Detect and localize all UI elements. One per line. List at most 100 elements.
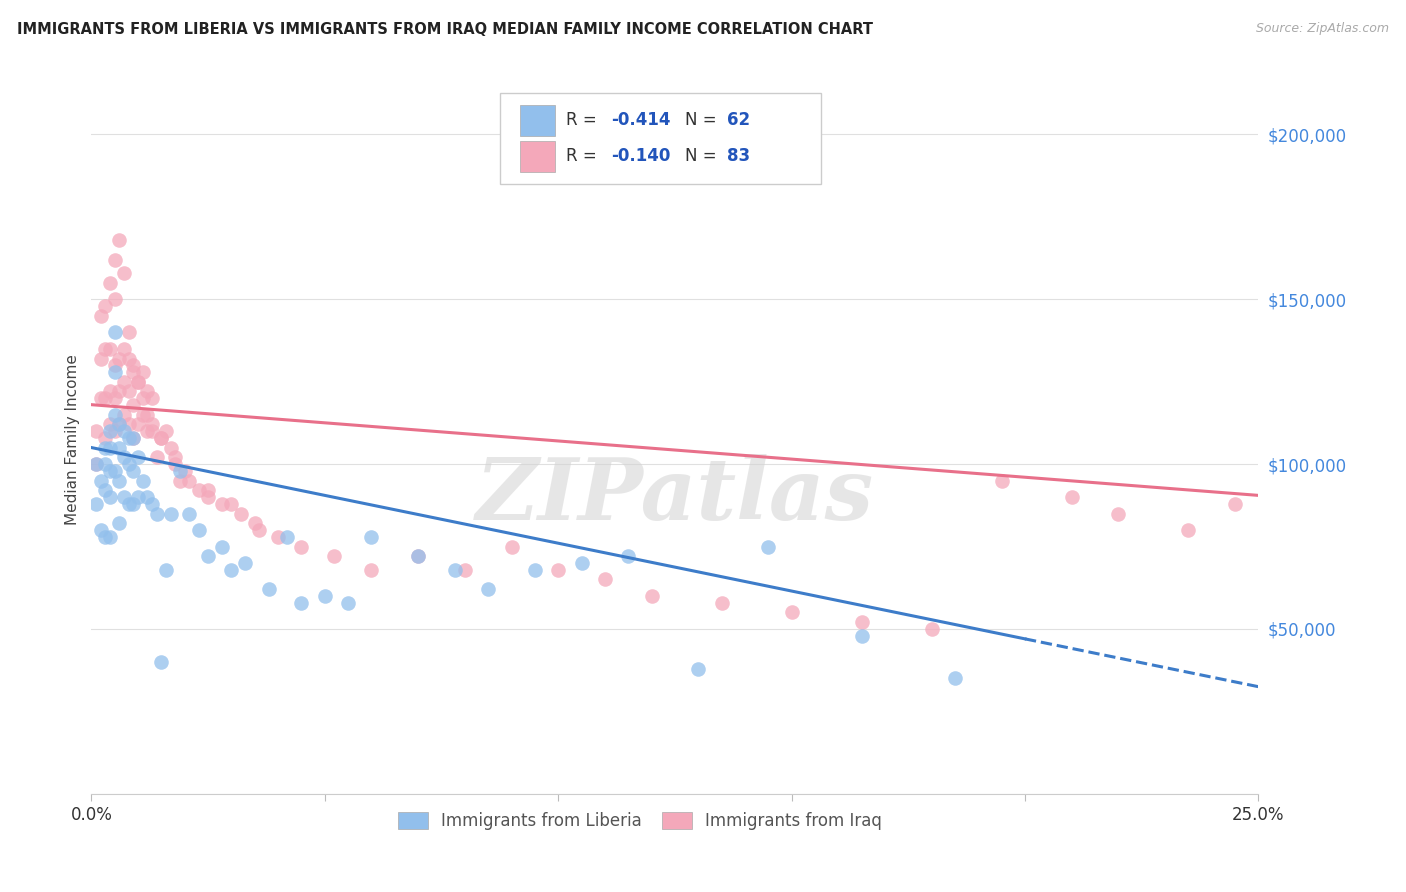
Point <box>406 549 429 564</box>
Y-axis label: Median Family Income: Median Family Income <box>65 354 80 524</box>
Point <box>122 365 145 379</box>
Point <box>94 391 117 405</box>
Point <box>221 563 243 577</box>
Point <box>155 424 177 438</box>
FancyBboxPatch shape <box>501 94 821 184</box>
Point <box>141 417 163 432</box>
Point <box>127 490 149 504</box>
Point <box>84 457 107 471</box>
Point <box>98 464 121 478</box>
Point <box>640 589 662 603</box>
Point <box>98 384 121 399</box>
Point <box>173 464 195 478</box>
Point <box>104 292 127 306</box>
Point <box>104 358 127 372</box>
Point <box>98 342 121 356</box>
Point <box>112 266 135 280</box>
Point <box>98 530 121 544</box>
Point <box>197 549 219 564</box>
Point <box>780 606 803 620</box>
Point <box>122 431 145 445</box>
Point <box>990 474 1012 488</box>
Point <box>211 497 233 511</box>
Point <box>118 417 141 432</box>
Point <box>267 530 290 544</box>
Point <box>197 483 219 498</box>
Point <box>249 523 271 537</box>
Point <box>118 325 141 339</box>
Point <box>141 424 163 438</box>
Point <box>150 431 173 445</box>
Point <box>108 384 131 399</box>
Point <box>104 424 127 438</box>
Point <box>159 507 181 521</box>
Point <box>112 342 135 356</box>
Point <box>112 490 135 504</box>
Point <box>136 490 159 504</box>
Point <box>444 563 467 577</box>
Text: N =: N = <box>685 147 723 165</box>
Point <box>112 375 135 389</box>
Point <box>112 450 135 465</box>
Point <box>118 351 141 366</box>
Point <box>94 299 117 313</box>
Point <box>360 530 382 544</box>
Point <box>90 523 112 537</box>
Point <box>756 540 779 554</box>
Point <box>571 556 593 570</box>
Point <box>141 497 163 511</box>
Point <box>112 424 135 438</box>
Point <box>150 431 173 445</box>
Point <box>1177 523 1199 537</box>
Point <box>122 464 145 478</box>
Point <box>523 563 546 577</box>
Point <box>127 450 149 465</box>
Point <box>122 398 145 412</box>
Point <box>108 233 131 247</box>
Point <box>165 450 187 465</box>
Point <box>136 424 159 438</box>
Point <box>108 417 131 432</box>
Point <box>290 540 312 554</box>
Point <box>454 563 477 577</box>
Point <box>1223 497 1246 511</box>
Point <box>112 408 135 422</box>
Point <box>122 431 145 445</box>
Text: IMMIGRANTS FROM LIBERIA VS IMMIGRANTS FROM IRAQ MEDIAN FAMILY INCOME CORRELATION: IMMIGRANTS FROM LIBERIA VS IMMIGRANTS FR… <box>17 22 873 37</box>
Text: 62: 62 <box>727 112 751 129</box>
Point <box>122 358 145 372</box>
Point <box>94 457 117 471</box>
Point <box>229 507 252 521</box>
Point <box>547 563 569 577</box>
FancyBboxPatch shape <box>520 104 555 136</box>
Point <box>211 540 233 554</box>
Point <box>90 474 112 488</box>
Point <box>104 464 127 478</box>
Point <box>104 252 127 267</box>
Point <box>159 441 181 455</box>
Point <box>145 507 167 521</box>
Point <box>360 563 382 577</box>
Point <box>187 523 209 537</box>
Point <box>94 342 117 356</box>
Point <box>108 351 131 366</box>
Point <box>501 540 523 554</box>
Point <box>127 417 149 432</box>
Point <box>118 497 141 511</box>
Point <box>688 661 710 675</box>
Point <box>235 556 257 570</box>
Point <box>187 483 209 498</box>
Point <box>1060 490 1083 504</box>
Point <box>145 450 167 465</box>
Point <box>94 483 117 498</box>
Point <box>94 441 117 455</box>
Point <box>150 655 173 669</box>
Point <box>617 549 640 564</box>
Text: R =: R = <box>567 112 602 129</box>
Point <box>108 516 131 531</box>
Point <box>169 464 191 478</box>
Point <box>155 563 177 577</box>
Point <box>132 408 155 422</box>
Point <box>84 424 107 438</box>
Point <box>165 457 187 471</box>
